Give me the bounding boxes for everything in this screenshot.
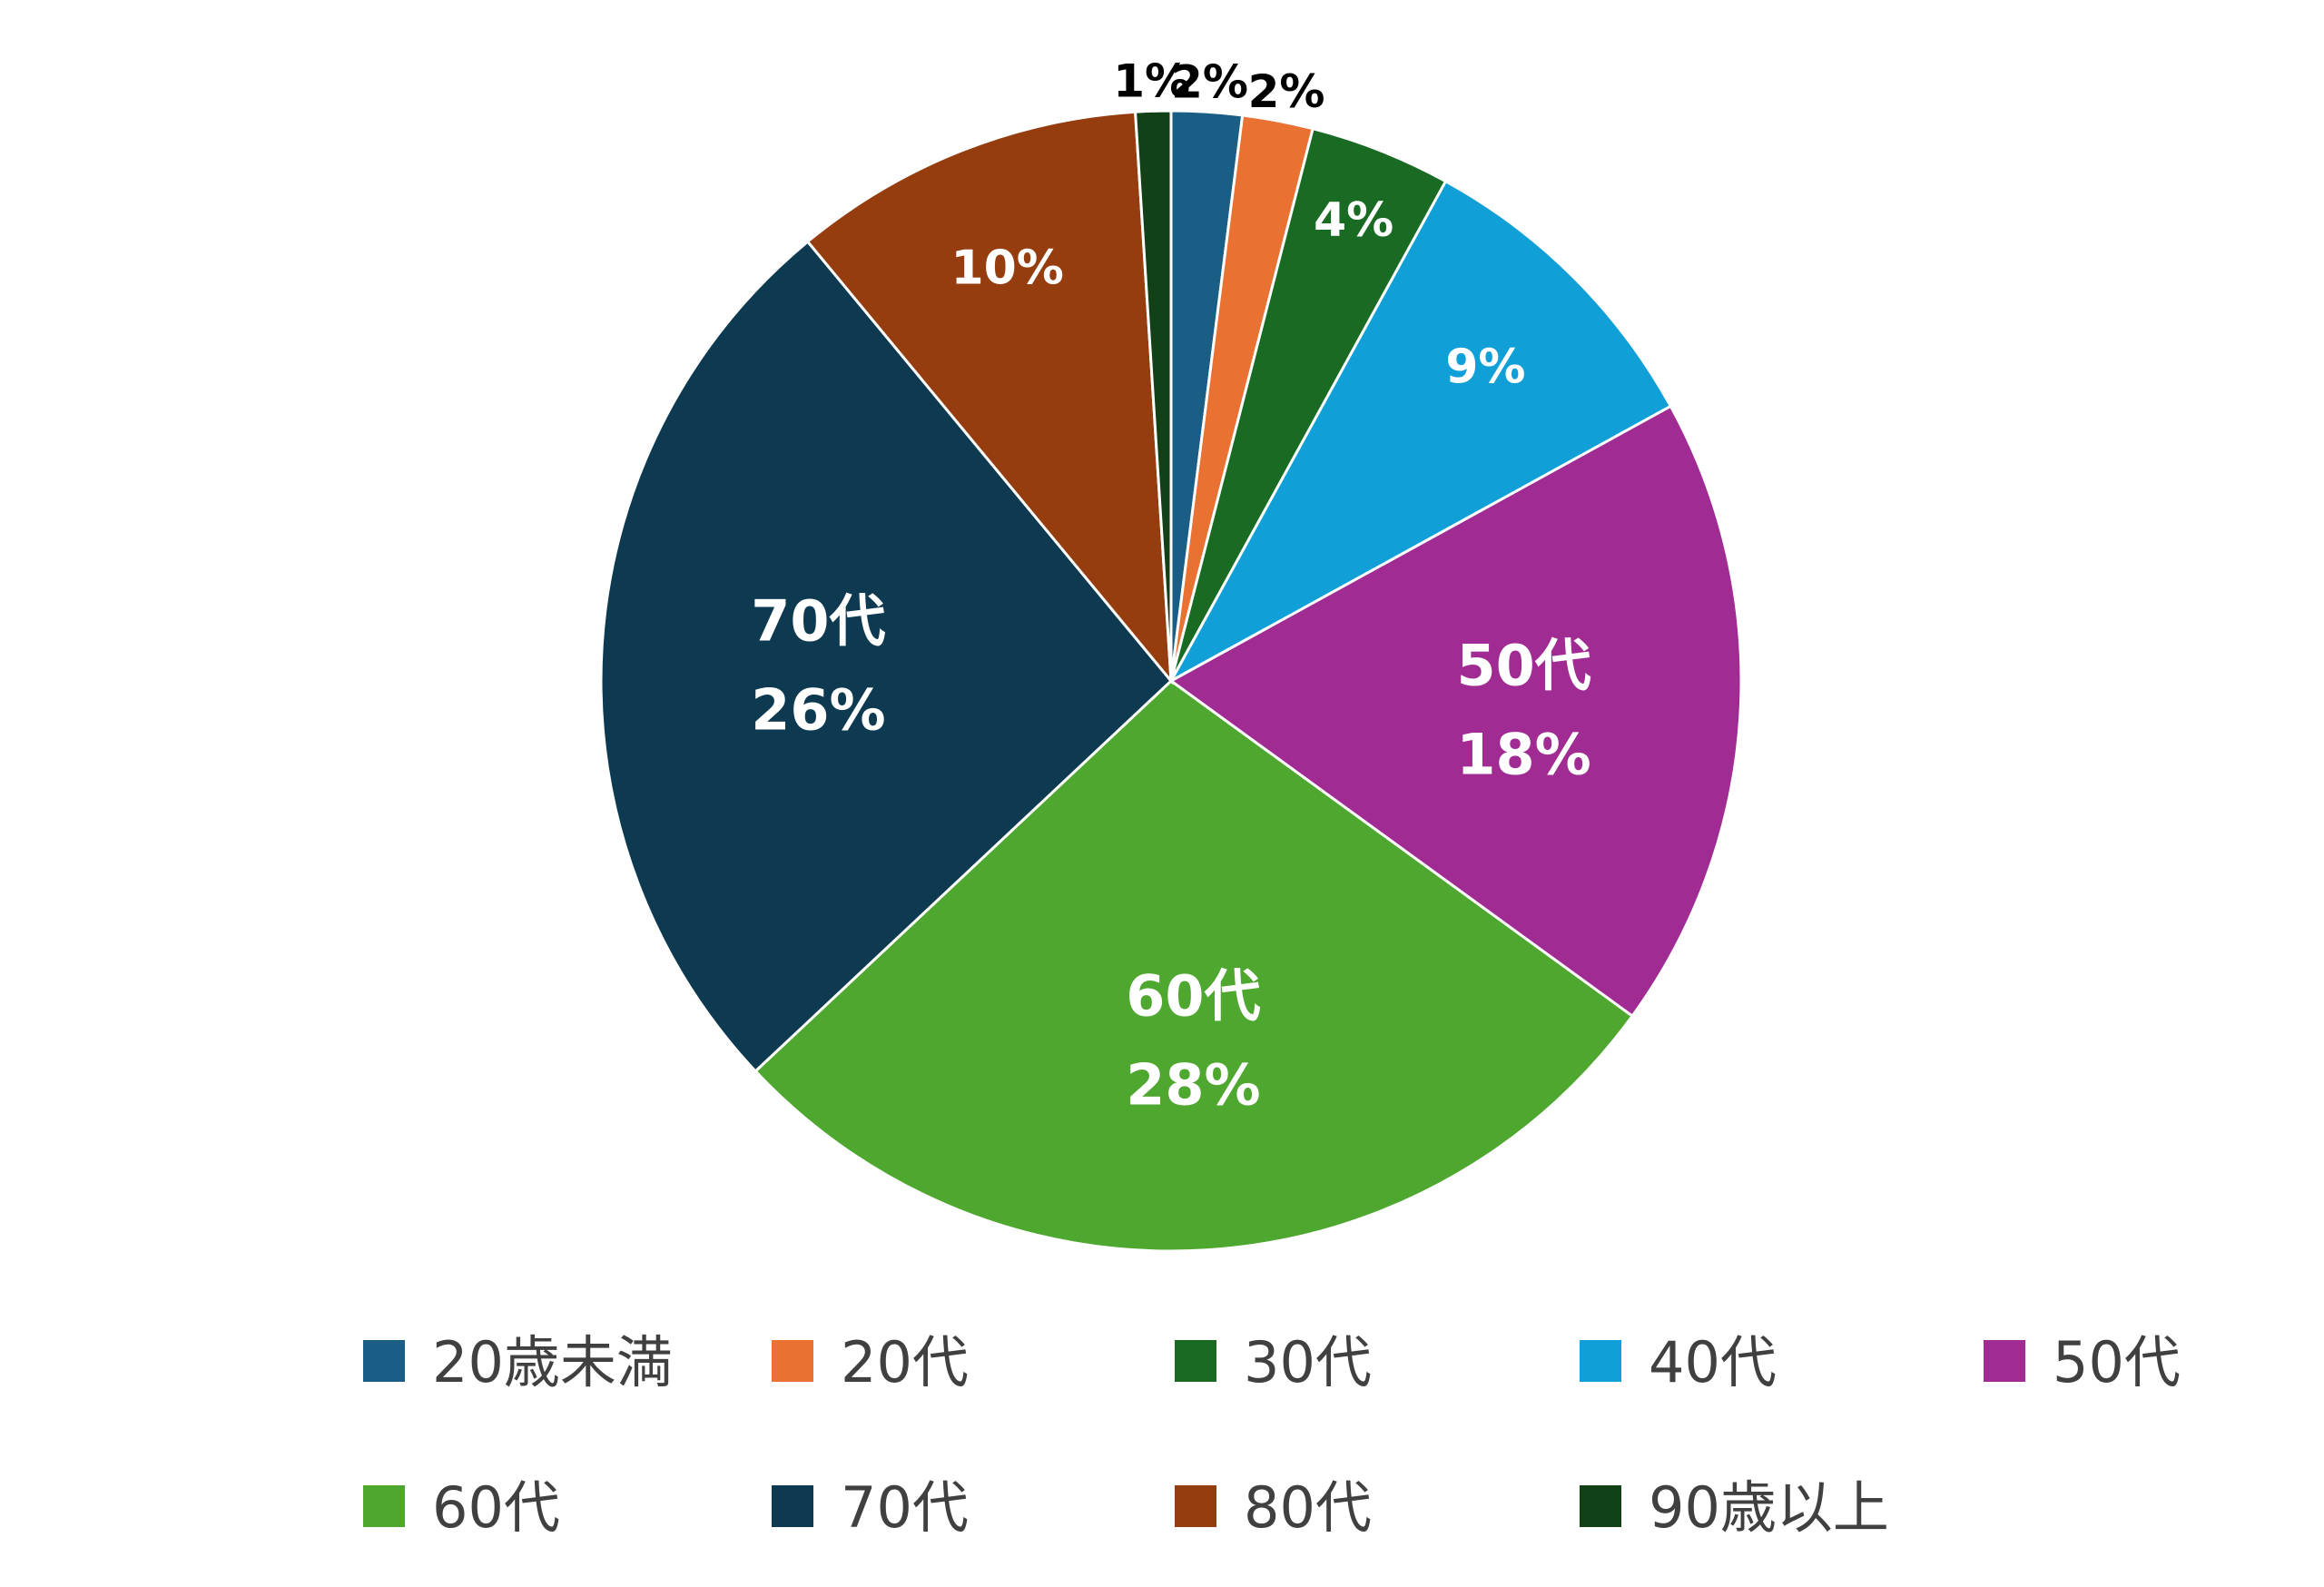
pie-slice <box>1133 109 1173 682</box>
legend-swatch <box>1175 1340 1216 1382</box>
data-label-category: 60代 <box>1126 963 1260 1030</box>
data-label: 50代 18% <box>1456 632 1590 787</box>
pie-slices <box>599 109 1743 1253</box>
legend-label: 70代 <box>841 1474 969 1541</box>
data-label-value: 28% <box>1126 1052 1260 1119</box>
data-label: 10% <box>950 242 1063 296</box>
legend-swatch <box>1580 1340 1621 1382</box>
legend-swatch <box>363 1340 405 1382</box>
data-label: 9% <box>1445 340 1525 395</box>
legend-label: 20代 <box>841 1329 969 1395</box>
legend-swatch <box>1580 1485 1621 1527</box>
pie-slice <box>1168 404 1743 1019</box>
pie-slice <box>753 679 1635 1253</box>
data-label: 60代 28% <box>1126 963 1260 1119</box>
pie-slice <box>805 110 1173 685</box>
data-label: 2% <box>1248 65 1325 118</box>
legend-swatch <box>1984 1340 2025 1382</box>
data-label: 4% <box>1314 193 1393 248</box>
legend-label: 80代 <box>1244 1474 1372 1541</box>
data-label-category: 50代 <box>1456 632 1590 698</box>
legend: 20歳未満 20代 30代 40代 50代 60代 70代 80代 90歳以上 <box>363 1329 2181 1541</box>
data-label: 1% <box>1113 54 1190 107</box>
data-labels: 2% 2%4%9%50代 18%60代 28%70代 26%10%1% <box>751 54 1591 1118</box>
legend-label: 30代 <box>1244 1329 1372 1395</box>
pie-slice <box>1167 179 1673 685</box>
data-label: 2% <box>1171 55 1248 108</box>
data-label: 70代 26% <box>751 588 885 744</box>
legend-label: 20歳未満 <box>432 1329 673 1395</box>
legend-label: 60代 <box>432 1474 560 1541</box>
data-label-value: 18% <box>1456 721 1590 787</box>
legend-swatch <box>772 1485 813 1527</box>
legend-swatch <box>1175 1485 1216 1527</box>
legend-label: 40代 <box>1649 1329 1777 1395</box>
data-label-category: 70代 <box>751 588 885 655</box>
data-label-value: 26% <box>751 677 885 744</box>
pie-slice <box>599 240 1174 1074</box>
legend-swatch <box>363 1485 405 1527</box>
legend-swatch <box>772 1340 813 1382</box>
legend-label: 50代 <box>2053 1329 2181 1395</box>
legend-label: 90歳以上 <box>1649 1474 1889 1541</box>
